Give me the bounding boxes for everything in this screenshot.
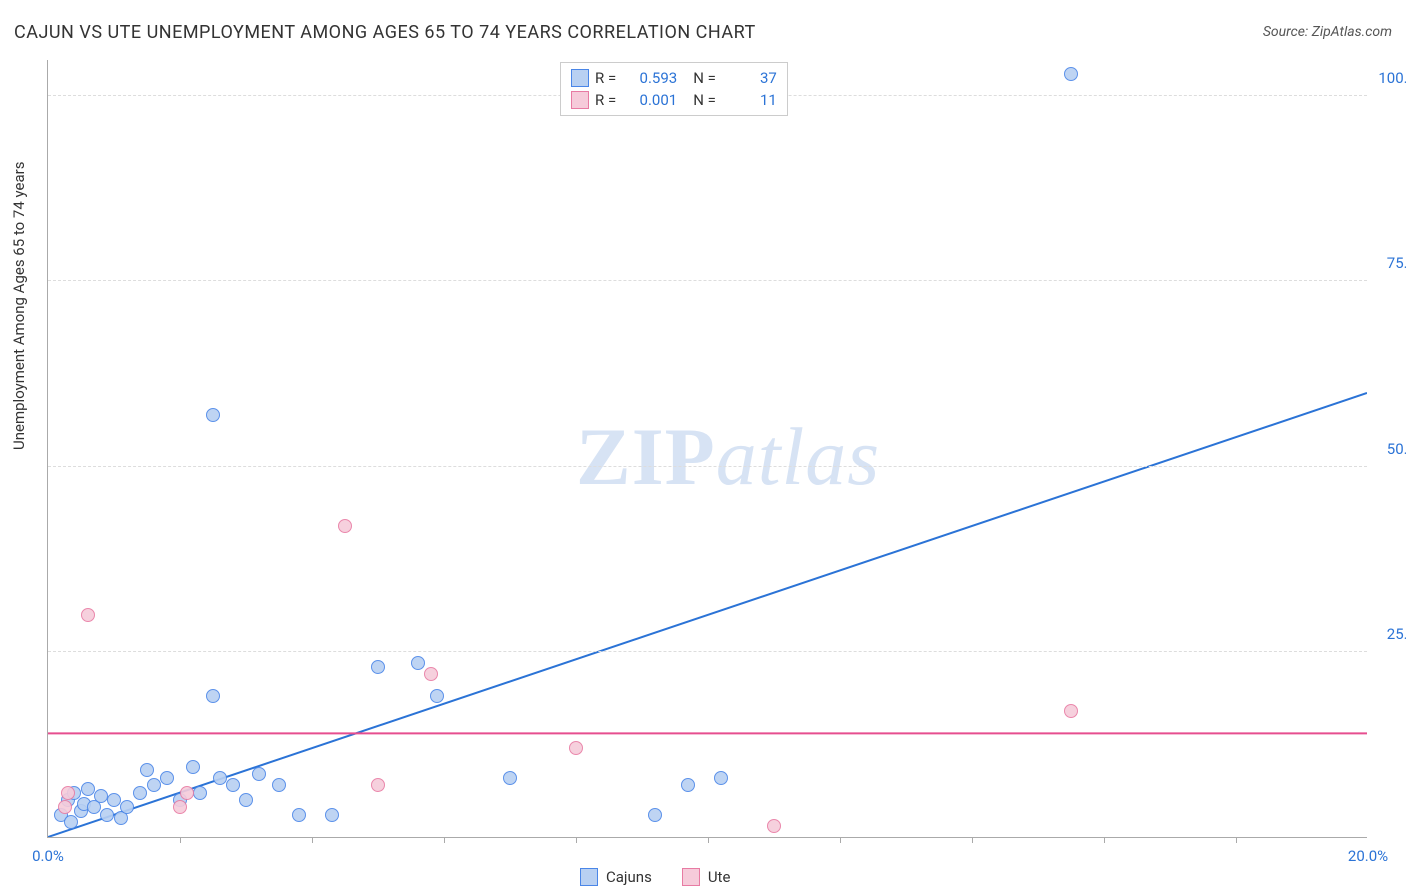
x-tick — [708, 837, 709, 843]
source-attribution: Source: ZipAtlas.com — [1263, 24, 1392, 40]
x-tick — [444, 837, 445, 843]
x-tick — [972, 837, 973, 843]
data-point — [371, 778, 385, 792]
data-point — [503, 771, 517, 785]
data-point — [411, 656, 425, 670]
trend-line-cajuns — [48, 393, 1367, 837]
data-point — [173, 800, 187, 814]
x-tick — [312, 837, 313, 843]
chart-title: CAJUN VS UTE UNEMPLOYMENT AMONG AGES 65 … — [14, 22, 756, 43]
stat-r-label: R = — [595, 69, 616, 87]
data-point — [100, 808, 114, 822]
legend-label: Ute — [708, 868, 731, 886]
watermark-zip: ZIP — [576, 411, 716, 502]
x-tick-label: 0.0% — [32, 847, 64, 865]
y-tick-label: 75.0% — [1387, 254, 1406, 272]
y-tick-label: 25.0% — [1387, 625, 1406, 643]
data-point — [430, 689, 444, 703]
data-point — [193, 786, 207, 800]
y-axis-label: Unemployment Among Ages 65 to 74 years — [10, 162, 28, 450]
data-point — [648, 808, 662, 822]
grid-line — [48, 466, 1367, 467]
correlation-chart: CAJUN VS UTE UNEMPLOYMENT AMONG AGES 65 … — [0, 0, 1406, 892]
stat-n-value: 37 — [722, 69, 777, 87]
data-point — [325, 808, 339, 822]
legend-swatch — [571, 91, 589, 109]
data-point — [252, 767, 266, 781]
legend-label: Cajuns — [606, 868, 652, 886]
series-legend: Cajuns Ute — [580, 868, 730, 886]
legend-swatch — [580, 868, 598, 886]
legend-item: Cajuns — [580, 868, 652, 886]
data-point — [1064, 67, 1078, 81]
data-point — [292, 808, 306, 822]
y-tick-label: 100.0% — [1378, 69, 1406, 87]
data-point — [64, 815, 78, 829]
data-point — [272, 778, 286, 792]
data-point — [239, 793, 253, 807]
data-point — [226, 778, 240, 792]
data-point — [767, 819, 781, 833]
legend-swatch — [682, 868, 700, 886]
stats-legend: R = 0.593 N = 37 R = 0.001 N = 11 — [560, 62, 788, 116]
data-point — [681, 778, 695, 792]
data-point — [371, 660, 385, 674]
data-point — [338, 519, 352, 533]
x-tick — [1236, 837, 1237, 843]
data-point — [206, 408, 220, 422]
data-point — [61, 786, 75, 800]
x-tick — [1104, 837, 1105, 843]
data-point — [81, 608, 95, 622]
stat-n-label: N = — [693, 69, 716, 87]
stats-legend-row: R = 0.593 N = 37 — [571, 67, 777, 89]
data-point — [133, 786, 147, 800]
x-tick-label: 20.0% — [1348, 847, 1388, 865]
x-tick — [180, 837, 181, 843]
data-point — [180, 786, 194, 800]
x-tick — [576, 837, 577, 843]
grid-line — [48, 651, 1367, 652]
stat-r-label: R = — [595, 91, 616, 109]
stat-n-label: N = — [693, 91, 716, 109]
watermark-atlas: atlas — [716, 411, 880, 502]
legend-item: Ute — [682, 868, 731, 886]
data-point — [569, 741, 583, 755]
source-prefix: Source: — [1263, 24, 1312, 40]
stats-legend-row: R = 0.001 N = 11 — [571, 89, 777, 111]
y-tick-label: 50.0% — [1387, 440, 1406, 458]
data-point — [81, 782, 95, 796]
data-point — [714, 771, 728, 785]
data-point — [213, 771, 227, 785]
data-point — [424, 667, 438, 681]
data-point — [160, 771, 174, 785]
data-point — [1064, 704, 1078, 718]
data-point — [140, 763, 154, 777]
stat-n-value: 11 — [722, 91, 777, 109]
data-point — [94, 789, 108, 803]
trend-lines — [48, 60, 1367, 837]
data-point — [186, 760, 200, 774]
data-point — [206, 689, 220, 703]
watermark: ZIPatlas — [576, 410, 880, 504]
source-name: ZipAtlas.com — [1312, 24, 1392, 40]
data-point — [120, 800, 134, 814]
stat-r-value: 0.001 — [622, 91, 677, 109]
data-point — [58, 800, 72, 814]
data-point — [147, 778, 161, 792]
x-tick — [840, 837, 841, 843]
data-point — [107, 793, 121, 807]
legend-swatch — [571, 69, 589, 87]
grid-line — [48, 280, 1367, 281]
stat-r-value: 0.593 — [622, 69, 677, 87]
plot-area: ZIPatlas 25.0%50.0%75.0%100.0%0.0%20.0% — [47, 60, 1367, 838]
